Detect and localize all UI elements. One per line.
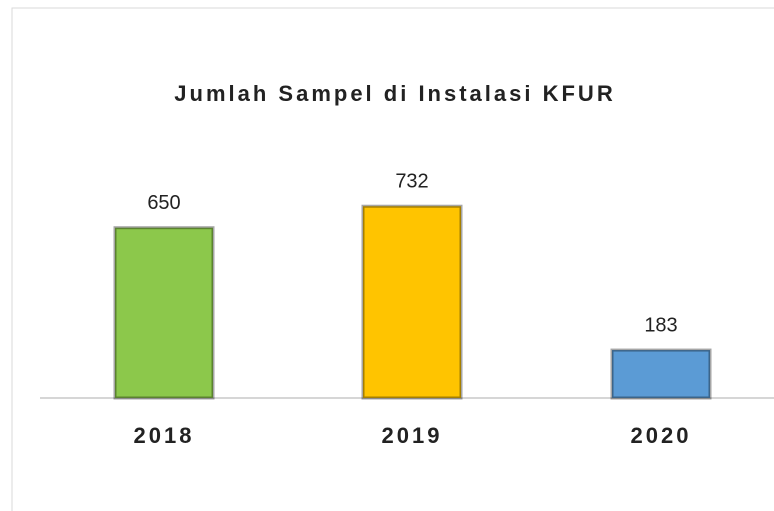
bar	[113, 226, 215, 400]
x-tick-label: 2018	[134, 423, 195, 448]
bar	[610, 348, 712, 400]
value-label: 183	[644, 314, 677, 336]
value-label: 732	[395, 170, 428, 192]
x-tick-label: 2019	[382, 423, 443, 448]
chart-title: Jumlah Sampel di Instalasi KFUR	[174, 81, 615, 106]
x-tick-label: 2020	[631, 423, 692, 448]
bar	[361, 204, 463, 400]
value-label: 650	[147, 192, 180, 214]
